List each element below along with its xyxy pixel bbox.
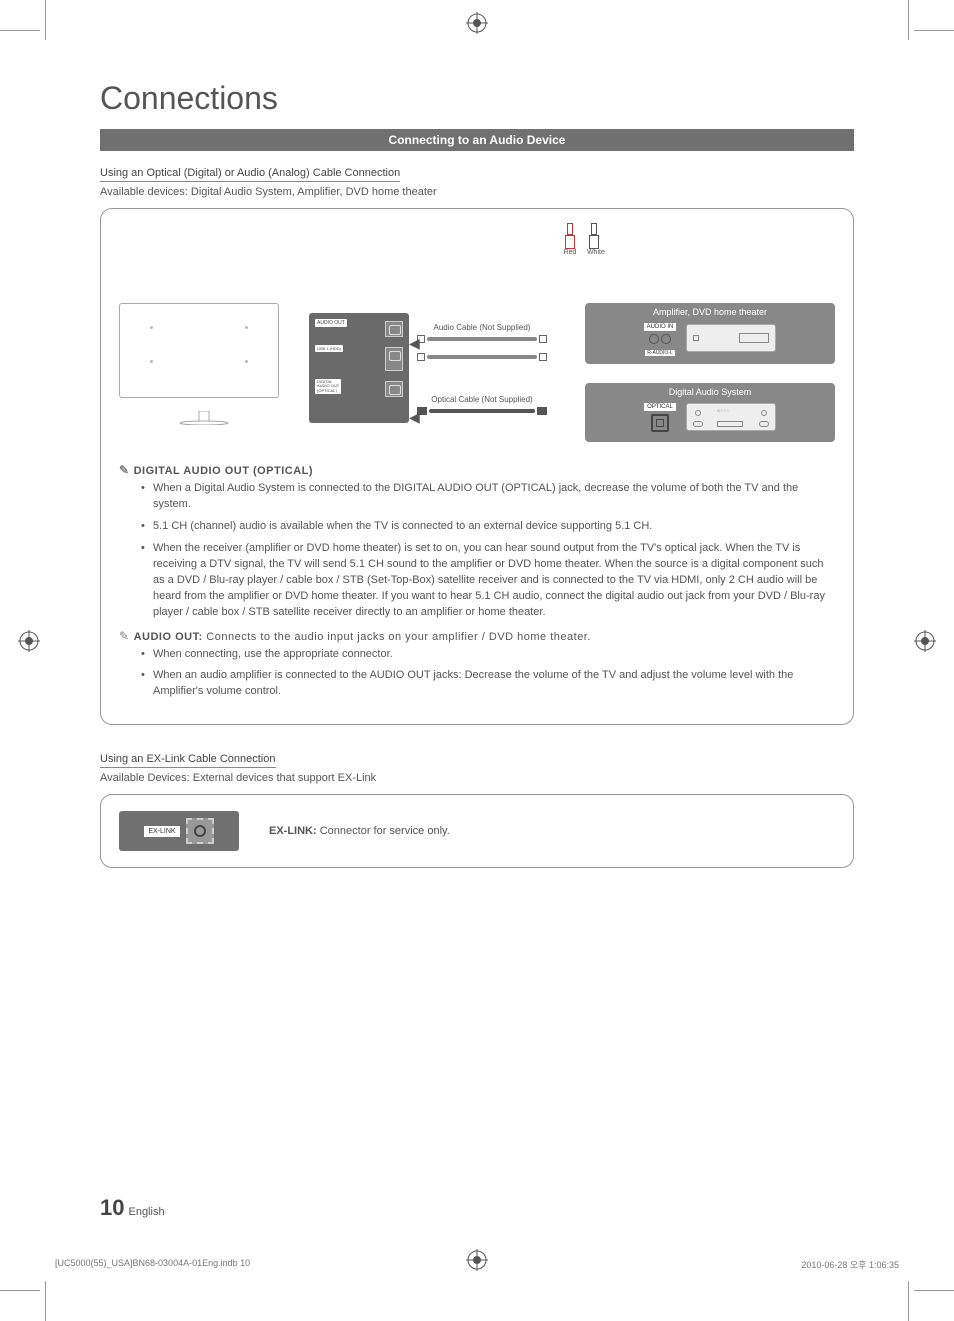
list-item: When connecting, use the appropriate con…: [153, 647, 835, 663]
list-item: When the receiver (amplifier or DVD home…: [153, 541, 835, 621]
exlink-description: EX-LINK: Connector for service only.: [269, 825, 450, 837]
note-text: Connects to the audio input jacks on you…: [203, 631, 591, 643]
list-item: When a Digital Audio System is connected…: [153, 481, 835, 513]
exlink-bold: EX-LINK:: [269, 825, 317, 837]
page-language: English: [128, 1206, 164, 1218]
arrow-icon: ◀: [409, 335, 420, 352]
device-title: Amplifier, DVD home theater: [591, 307, 829, 317]
panel-optical-label: DIGITAL AUDIO OUT (OPTICAL): [315, 379, 341, 394]
note-heading: ✎ DIGITAL AUDIO OUT (OPTICAL): [119, 463, 835, 477]
tv-rear-panel: AUDIO OUT USB 1 (HDD) DIGITAL AUDIO OUT …: [309, 313, 409, 423]
plug-red-label: Red: [563, 249, 577, 256]
arrow-icon: ◀: [409, 409, 420, 426]
subsection-heading: Using an EX-Link Cable Connection: [100, 753, 276, 768]
r-audio-l-label: R-AUDIO-L: [645, 350, 675, 356]
footer-file-info: [UC5000(55)_USA]BN68-03004A-01Eng.indb 1…: [55, 1258, 250, 1271]
audio-cable-label: Audio Cable (Not Supplied): [417, 323, 547, 332]
note-title: AUDIO OUT:: [134, 631, 203, 643]
optical-cable-illustration: Optical Cable (Not Supplied): [417, 395, 547, 415]
panel-audio-out-label: AUDIO OUT: [315, 319, 347, 327]
note-title: DIGITAL AUDIO OUT (OPTICAL): [134, 465, 314, 477]
exlink-diagram: EX-LINK EX-LINK: Connector for service o…: [100, 794, 854, 868]
amplifier-device-box: Amplifier, DVD home theater AUDIO IN R-A…: [585, 303, 835, 364]
rca-plug-icons: Red White: [559, 223, 605, 256]
exlink-panel: EX-LINK: [119, 811, 239, 851]
exlink-text: Connector for service only.: [317, 825, 450, 837]
audio-cable-illustration: Audio Cable (Not Supplied): [417, 323, 547, 361]
section-heading: Connecting to an Audio Device: [100, 129, 854, 151]
connection-diagram: Red White AUDIO OUT USB 1 (HDD): [100, 208, 854, 725]
optical-cable-label: Optical Cable (Not Supplied): [417, 395, 547, 404]
list-item: When an audio amplifier is connected to …: [153, 668, 835, 700]
page-title: Connections: [100, 80, 854, 117]
audio-in-label: AUDIO IN: [644, 323, 677, 331]
optical-in-label: OPTICAL: [644, 403, 676, 411]
panel-usb-label: USB 1 (HDD): [315, 345, 343, 352]
device-title: Digital Audio System: [591, 387, 829, 397]
plug-white-label: White: [587, 249, 601, 256]
available-devices-text: Available devices: Digital Audio System,…: [100, 186, 854, 198]
subsection-heading: Using an Optical (Digital) or Audio (Ana…: [100, 167, 400, 182]
page-number-value: 10: [100, 1195, 124, 1220]
note-icon: ✎: [119, 629, 130, 643]
exlink-port-icon: [186, 818, 214, 844]
list-item: 5.1 CH (channel) audio is available when…: [153, 519, 835, 535]
tv-illustration: [119, 303, 289, 413]
page-number: 10 English: [100, 1195, 165, 1221]
available-devices-text: Available Devices: External devices that…: [100, 772, 854, 784]
note-list: When a Digital Audio System is connected…: [119, 481, 835, 621]
note-list: When connecting, use the appropriate con…: [119, 647, 835, 701]
exlink-label: EX-LINK: [144, 826, 179, 837]
note-heading: ✎ AUDIO OUT: Connects to the audio input …: [119, 629, 835, 643]
digital-audio-system-box: Digital Audio System OPTICAL ∞○○○: [585, 383, 835, 442]
footer: [UC5000(55)_USA]BN68-03004A-01Eng.indb 1…: [55, 1258, 899, 1271]
note-icon: ✎: [119, 463, 130, 477]
footer-timestamp: 2010-06-28 오후 1:06:35: [801, 1258, 899, 1271]
